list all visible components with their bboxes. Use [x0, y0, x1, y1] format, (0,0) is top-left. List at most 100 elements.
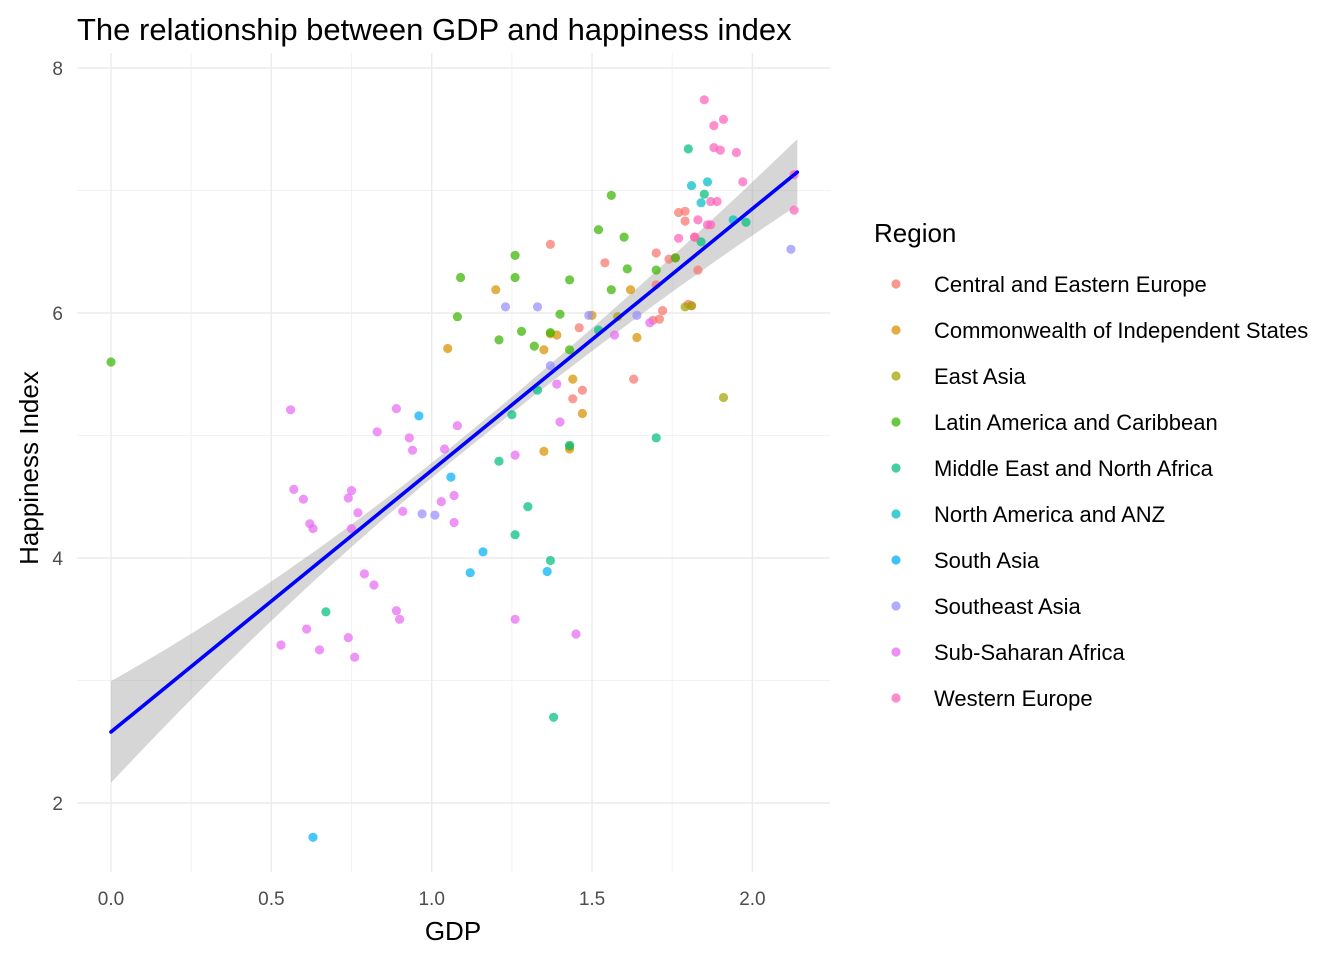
- data-point: [715, 145, 725, 155]
- data-point: [552, 379, 562, 389]
- data-point: [407, 445, 418, 455]
- data-point: [391, 606, 401, 616]
- confidence-band-area: [111, 139, 798, 783]
- legend-label: Sub-Saharan Africa: [934, 640, 1126, 665]
- data-point: [545, 361, 556, 371]
- data-point: [699, 95, 709, 105]
- data-point: [449, 517, 459, 528]
- data-point: [500, 302, 511, 312]
- data-point: [680, 206, 690, 216]
- data-point: [789, 205, 799, 215]
- y-axis-title: Happiness Index: [14, 371, 44, 565]
- y-tick-label: 4: [52, 549, 63, 570]
- legend-key: [891, 463, 901, 473]
- data-point: [709, 121, 719, 131]
- data-point: [343, 633, 353, 643]
- data-point: [414, 411, 424, 421]
- data-point: [436, 497, 446, 507]
- confidence-band: [111, 139, 798, 783]
- data-point: [696, 198, 706, 208]
- grid-major: [77, 53, 830, 872]
- data-point: [446, 472, 456, 482]
- data-point: [539, 345, 549, 355]
- data-point: [718, 392, 729, 403]
- data-point: [565, 440, 575, 450]
- data-point: [577, 385, 588, 395]
- legend-label: Central and Eastern Europe: [934, 272, 1207, 297]
- data-point: [491, 285, 501, 295]
- data-point: [346, 524, 357, 534]
- data-point: [574, 323, 584, 333]
- data-point: [545, 328, 556, 338]
- data-point: [584, 310, 594, 320]
- legend-key: [891, 325, 901, 335]
- data-point: [494, 456, 504, 466]
- x-tick-label: 0.0: [98, 889, 124, 910]
- legend-key: [891, 371, 901, 381]
- legend: Region Central and Eastern Europe Commonw…: [874, 218, 1308, 711]
- chart-title: The relationship between GDP and happine…: [77, 12, 792, 47]
- data-point: [629, 374, 639, 384]
- data-point: [545, 555, 556, 566]
- x-tick-label: 2.0: [739, 889, 765, 910]
- legend-label: Middle East and North Africa: [934, 456, 1214, 481]
- legend-label: Southeast Asia: [934, 594, 1082, 619]
- data-point: [577, 408, 588, 419]
- data-point: [651, 433, 661, 443]
- data-point: [680, 216, 690, 226]
- data-point: [622, 264, 632, 274]
- data-point: [593, 225, 604, 235]
- legend-key: [891, 417, 901, 427]
- data-point: [478, 547, 488, 557]
- data-point: [369, 580, 379, 590]
- data-point: [693, 215, 703, 225]
- data-point: [286, 405, 296, 415]
- legend-key: [891, 647, 901, 657]
- x-axis-title: GDP: [425, 916, 481, 946]
- legend-label: South Asia: [934, 548, 1040, 573]
- data-point: [693, 265, 703, 275]
- data-points: [106, 95, 799, 842]
- data-point: [430, 510, 440, 520]
- data-point: [439, 444, 450, 454]
- data-point: [452, 421, 462, 431]
- data-point: [395, 614, 405, 624]
- data-point: [510, 530, 520, 540]
- data-point: [699, 189, 709, 199]
- data-point: [696, 237, 706, 247]
- data-point: [314, 645, 325, 655]
- x-axis-ticks: 0.0 0.5 1.0 1.5 2.0: [98, 889, 766, 910]
- data-point: [606, 285, 616, 295]
- data-point: [346, 486, 357, 496]
- y-tick-label: 6: [52, 304, 63, 325]
- data-point: [686, 181, 697, 191]
- data-point: [443, 343, 453, 354]
- data-point: [571, 629, 581, 639]
- x-tick-label: 1.0: [418, 889, 444, 910]
- data-point: [625, 285, 636, 295]
- data-point: [529, 341, 539, 351]
- y-tick-label: 8: [52, 59, 63, 80]
- data-point: [651, 265, 661, 275]
- data-point: [680, 302, 690, 312]
- y-axis-ticks: 2 4 6 8: [52, 59, 63, 815]
- data-point: [545, 239, 556, 249]
- data-point: [565, 275, 575, 285]
- data-point: [741, 217, 751, 227]
- data-point: [353, 508, 363, 518]
- data-point: [452, 312, 462, 322]
- data-point: [568, 374, 578, 384]
- data-point: [106, 357, 116, 367]
- data-point: [449, 490, 459, 501]
- legend-title: Region: [874, 218, 956, 248]
- data-point: [555, 309, 565, 319]
- data-point: [549, 712, 559, 722]
- data-point: [398, 506, 408, 516]
- data-point: [343, 493, 353, 503]
- data-point: [302, 624, 312, 634]
- data-point: [568, 394, 578, 404]
- data-point: [465, 568, 475, 578]
- data-point: [674, 233, 684, 243]
- data-point: [690, 232, 700, 242]
